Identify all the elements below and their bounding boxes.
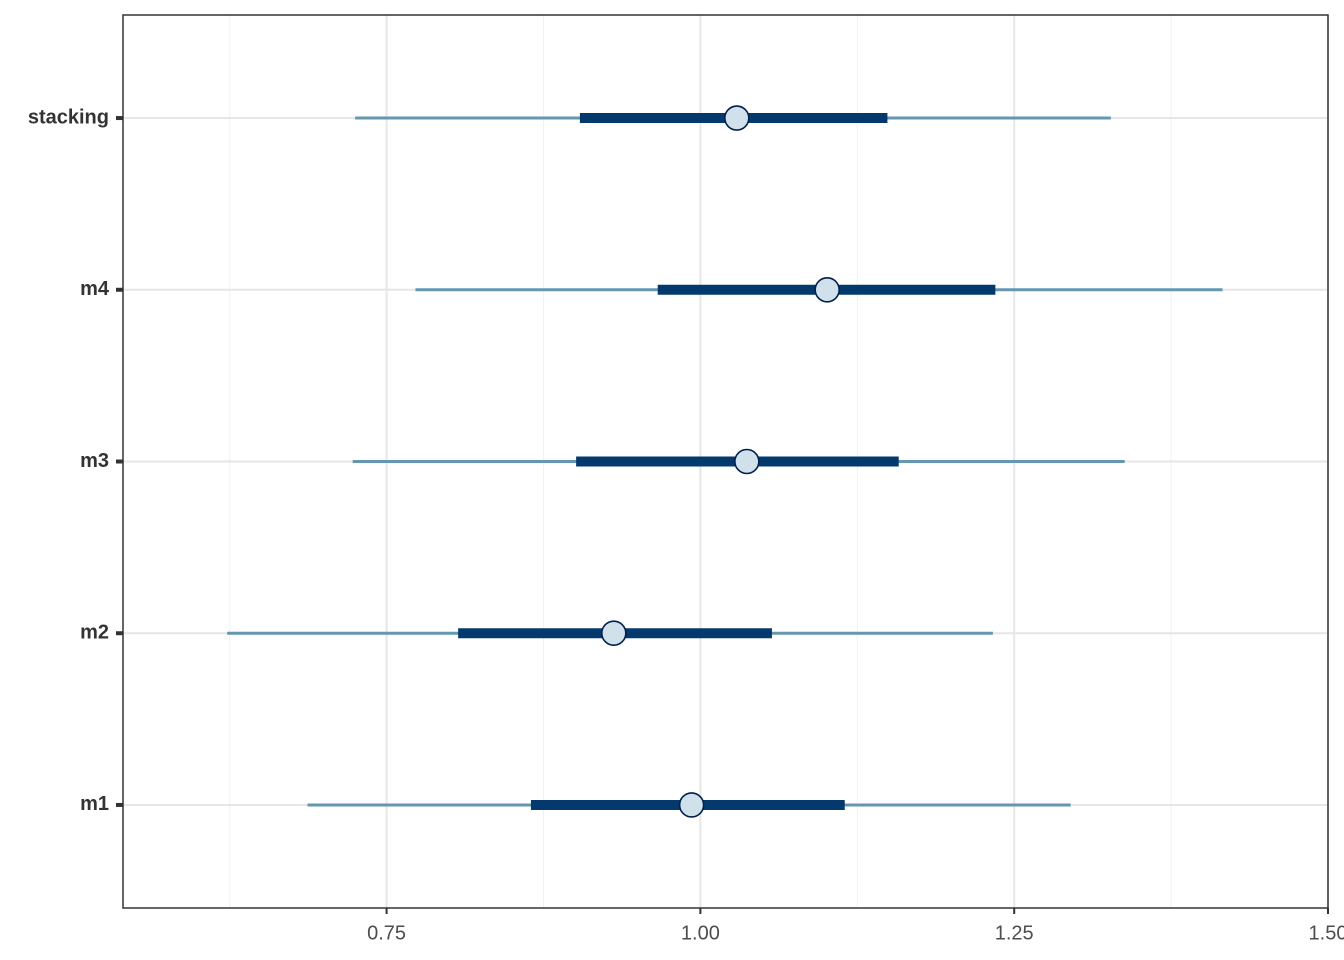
- point-estimate: [600, 620, 627, 647]
- x-tick-label: 1.00: [681, 922, 720, 944]
- point-estimate: [734, 448, 760, 475]
- x-tick-label: 1.25: [995, 922, 1034, 944]
- y-tick-label: m3: [80, 450, 109, 472]
- x-tick-label: 1.50: [1309, 922, 1344, 944]
- point-estimate: [814, 276, 840, 303]
- point-estimate: [723, 105, 750, 131]
- y-tick-label: m1: [80, 793, 109, 815]
- point-estimate: [678, 792, 705, 818]
- y-tick-label: m2: [80, 622, 109, 644]
- x-tick-label: 0.75: [367, 922, 406, 944]
- y-tick-label: m4: [80, 278, 110, 300]
- panel-border: [122, 14, 1329, 909]
- y-tick-label: stacking: [28, 106, 109, 128]
